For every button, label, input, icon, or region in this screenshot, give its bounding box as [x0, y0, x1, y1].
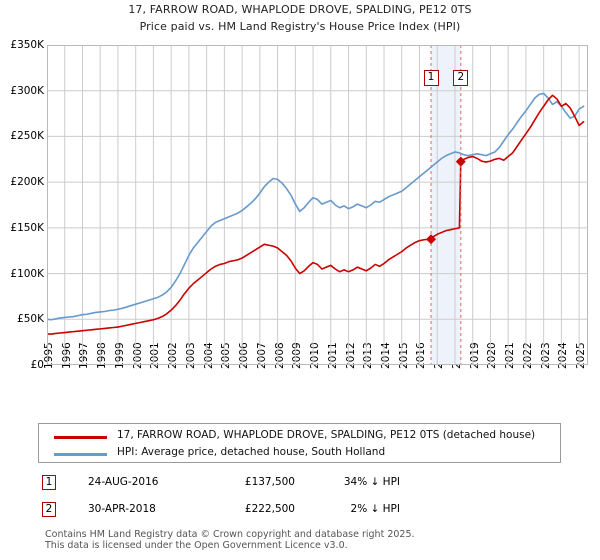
legend-label-property: 17, FARROW ROAD, WHAPLODE DROVE, SPALDIN… — [117, 429, 536, 441]
sale-price-1: £137,500 — [244, 476, 295, 488]
legend-item-property: 17, FARROW ROAD, WHAPLODE DROVE, SPALDIN… — [39, 428, 560, 446]
plot-border — [47, 45, 588, 365]
chart-marker-2[interactable]: 2 — [453, 70, 469, 86]
y-tick-label: £250K — [10, 130, 44, 143]
legend-swatch-hpi — [54, 453, 107, 456]
sale-badge-1: 1 — [42, 475, 56, 490]
y-tick-label: £300K — [10, 84, 44, 97]
chart-marker-1[interactable]: 1 — [423, 70, 439, 86]
sale-date-1: 24-AUG-2016 — [88, 476, 159, 488]
sale-price-2: £222,500 — [244, 503, 295, 515]
footer-copyright: Contains HM Land Registry data © Crown c… — [45, 529, 415, 540]
sale-row-2[interactable]: 2 30-APR-2018 £222,500 2% ↓ HPI — [40, 500, 560, 526]
y-tick-label: £350K — [10, 39, 44, 51]
legend-swatch-property — [54, 436, 107, 439]
sale-delta-1: 34% ↓ HPI — [343, 476, 400, 488]
footer-licence: This data is licensed under the Open Gov… — [45, 540, 348, 551]
chart-title-line2: Price paid vs. HM Land Registry's House … — [139, 20, 461, 33]
y-tick-label: £50K — [17, 313, 44, 326]
y-tick-label: £100K — [10, 267, 44, 280]
y-tick-label: £0 — [30, 359, 44, 371]
y-tick-label: £150K — [10, 221, 44, 234]
chart-title-line1: 17, FARROW ROAD, WHAPLODE DROVE, SPALDIN… — [128, 3, 472, 16]
sale-row-1[interactable]: 1 24-AUG-2016 £137,500 34% ↓ HPI — [40, 473, 560, 499]
sale-delta-2: 2% ↓ HPI — [350, 503, 400, 515]
sale-date-2: 30-APR-2018 — [88, 503, 156, 515]
y-tick-label: £200K — [10, 176, 44, 189]
chart-legend: 17, FARROW ROAD, WHAPLODE DROVE, SPALDIN… — [38, 423, 561, 463]
sale-badge-2: 2 — [42, 502, 56, 517]
y-axis-labels: £0 £50K £100K £150K £200K £250K £300K £350K — [0, 0, 47, 560]
legend-item-hpi: HPI: Average price, detached house, Sout… — [39, 445, 560, 463]
legend-label-hpi: HPI: Average price, detached house, Sout… — [117, 446, 386, 458]
plot-svg — [46, 44, 588, 366]
plot-area — [46, 44, 588, 366]
